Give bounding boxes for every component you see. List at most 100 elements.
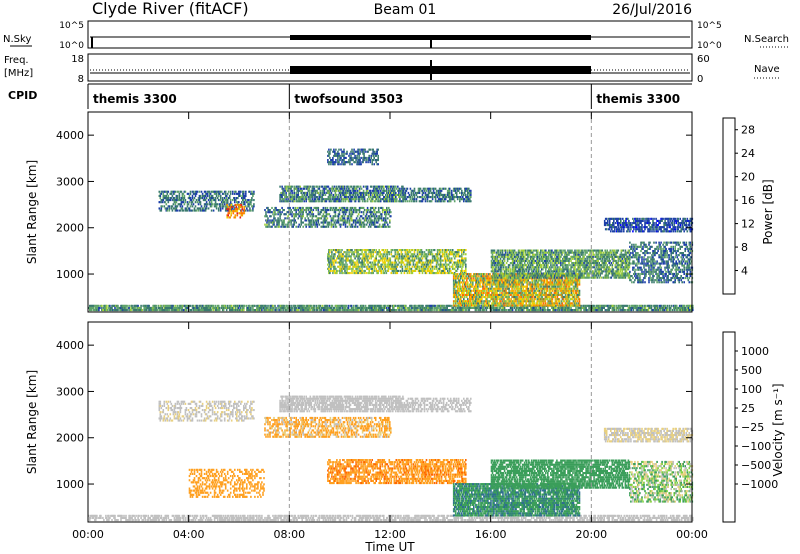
range-gate-cell	[343, 153, 345, 155]
range-gate-cell	[449, 266, 451, 268]
range-gate-cell	[295, 307, 297, 309]
range-gate-cell	[295, 226, 297, 228]
range-gate-cell	[457, 300, 459, 302]
range-gate-cell	[436, 264, 438, 266]
range-gate-cell	[223, 199, 225, 201]
range-gate-cell	[455, 190, 457, 192]
range-gate-cell	[193, 203, 195, 205]
range-gate-cell	[323, 194, 325, 196]
range-gate-cell	[382, 249, 384, 251]
range-gate-cell	[674, 309, 676, 311]
range-gate-cell	[230, 193, 232, 195]
range-gate-cell	[379, 260, 381, 262]
range-gate-cell	[424, 196, 426, 198]
range-gate-cell	[625, 309, 627, 311]
range-gate-cell	[382, 194, 384, 196]
range-gate-cell	[432, 198, 434, 200]
range-gate-cell	[382, 255, 384, 257]
range-gate-cell	[333, 188, 335, 190]
range-gate-cell	[372, 211, 374, 213]
range-gate-cell	[223, 205, 225, 207]
range-gate-cell	[271, 207, 273, 209]
range-gate-cell	[370, 226, 372, 228]
range-gate-cell	[428, 264, 430, 266]
range-gate-cell	[426, 266, 428, 268]
range-gate-cell	[385, 305, 387, 307]
range-gate-cell	[189, 207, 191, 209]
range-gate-cell	[334, 253, 336, 255]
range-gate-cell	[318, 219, 320, 221]
range-gate-cell	[297, 217, 299, 219]
range-gate-cell	[377, 222, 379, 224]
range-gate-cell	[414, 196, 416, 198]
range-gate-cell	[445, 257, 447, 259]
range-gate-cell	[314, 307, 316, 309]
range-gate-cell	[437, 260, 439, 262]
range-gate-cell	[227, 201, 229, 203]
range-gate-cell	[281, 211, 283, 213]
range-gate-cell	[369, 224, 371, 226]
range-gate-cell	[200, 207, 202, 209]
range-gate-cell	[353, 305, 355, 307]
range-gate-cell	[345, 307, 347, 309]
range-gate-cell	[381, 260, 383, 262]
range-gate-cell	[343, 224, 345, 226]
range-gate-cell	[465, 268, 467, 270]
range-gate-cell	[417, 196, 419, 198]
range-gate-cell	[181, 191, 183, 193]
range-gate-cell	[179, 193, 181, 195]
range-gate-cell	[657, 305, 659, 307]
range-gate-cell	[305, 196, 307, 198]
range-gate-cell	[339, 159, 341, 161]
range-gate-cell	[391, 253, 393, 255]
range-gate-cell	[425, 309, 427, 311]
range-gate-cell	[372, 194, 374, 196]
range-gate-cell	[435, 198, 437, 200]
range-gate-cell	[341, 196, 343, 198]
range-gate-cell	[407, 268, 409, 270]
range-gate-cell	[318, 207, 320, 209]
range-gate-cell	[462, 196, 464, 198]
range-gate-cell	[365, 157, 367, 159]
range-gate-cell	[282, 309, 284, 311]
range-gate-cell	[329, 224, 331, 226]
range-gate-cell	[368, 196, 370, 198]
range-gate-cell	[651, 305, 653, 307]
range-gate-cell	[422, 272, 424, 274]
range-gate-cell	[213, 197, 215, 199]
range-gate-cell	[372, 251, 374, 253]
range-gate-cell	[447, 270, 449, 272]
range-gate-cell	[185, 201, 187, 203]
range-gate-cell	[226, 197, 228, 199]
range-gate-cell	[397, 249, 399, 251]
range-gate-cell	[426, 249, 428, 251]
range-gate-cell	[402, 260, 404, 262]
range-gate-cell	[452, 266, 454, 268]
range-gate-cell	[426, 257, 428, 259]
range-gate-cell	[157, 309, 159, 311]
range-gate-cell	[608, 309, 610, 311]
range-gate-cell	[315, 226, 317, 228]
range-gate-cell	[398, 192, 400, 194]
range-gate-cell	[366, 262, 368, 264]
range-gate-cell	[283, 194, 285, 196]
range-gate-cell	[426, 190, 428, 192]
range-gate-cell	[461, 194, 463, 196]
range-gate-cell	[175, 191, 177, 193]
range-gate-cell	[395, 260, 397, 262]
range-gate-cell	[374, 215, 376, 217]
range-gate-cell	[369, 159, 371, 161]
range-gate-cell	[380, 200, 382, 202]
range-gate-cell	[483, 307, 485, 309]
range-gate-cell	[689, 307, 691, 309]
range-gate-cell	[377, 194, 379, 196]
range-gate-cell	[470, 192, 472, 194]
range-gate-cell	[319, 198, 321, 200]
cpid-segments: themis 3300 twofsound 3503 themis 3300	[88, 84, 680, 109]
range-gate-cell	[555, 307, 557, 309]
range-gate-cell	[436, 192, 438, 194]
range-gate-cell	[426, 253, 428, 255]
range-gate-cell	[369, 249, 371, 251]
range-gate-cell	[283, 209, 285, 211]
range-gate-cell	[379, 224, 381, 226]
